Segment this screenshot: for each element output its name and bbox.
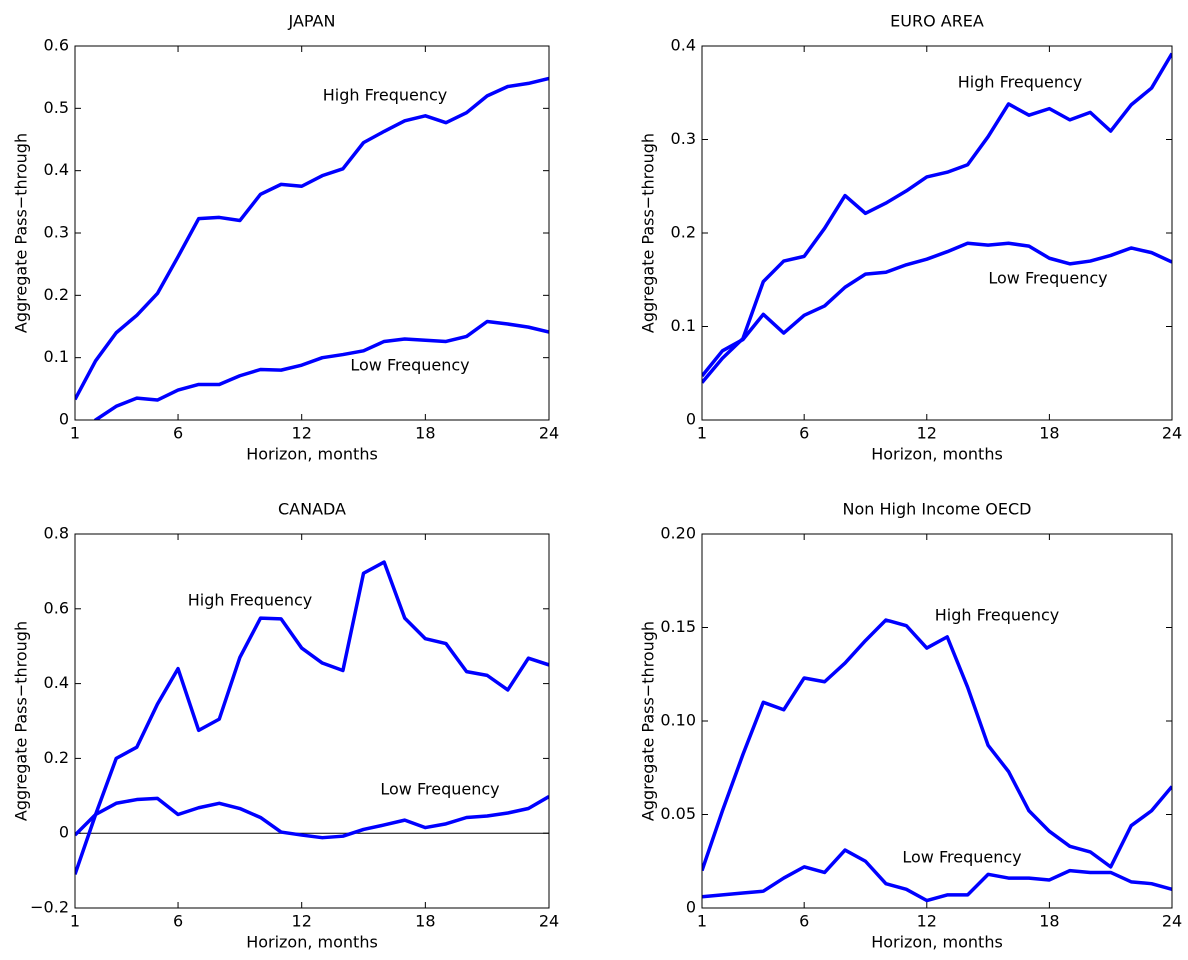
chart-title: EURO AREA bbox=[890, 12, 984, 31]
y-tick-label: 0 bbox=[59, 410, 69, 429]
series-line bbox=[702, 241, 1172, 378]
chart-title: Non High Income OECD bbox=[843, 500, 1032, 519]
y-tick-label: 0.15 bbox=[660, 617, 696, 636]
series-line bbox=[75, 795, 549, 840]
series-line bbox=[702, 618, 1172, 872]
x-tick-label: 1 bbox=[70, 424, 80, 443]
series-line bbox=[702, 52, 1172, 384]
x-tick-label: 12 bbox=[292, 424, 312, 443]
series-label: Low Frequency bbox=[988, 269, 1107, 288]
series-label: High Frequency bbox=[323, 86, 448, 105]
x-axis-label: Horizon, months bbox=[871, 445, 1003, 464]
y-axis-label: Aggregate Pass−through bbox=[12, 133, 31, 333]
y-tick-label: 0.3 bbox=[44, 223, 69, 242]
y-tick-label: 0 bbox=[686, 410, 696, 429]
x-tick-label: 18 bbox=[415, 912, 435, 931]
y-tick-label: 0 bbox=[686, 898, 696, 917]
series-line bbox=[702, 848, 1172, 903]
x-tick-label: 6 bbox=[799, 912, 809, 931]
series-line bbox=[93, 319, 549, 420]
chart-title: CANADA bbox=[278, 500, 346, 519]
y-tick-label: 0 bbox=[59, 823, 69, 842]
x-tick-label: 12 bbox=[292, 912, 312, 931]
x-tick-label: 6 bbox=[799, 424, 809, 443]
x-tick-label: 1 bbox=[697, 424, 707, 443]
x-tick-label: 18 bbox=[415, 424, 435, 443]
series-label: High Frequency bbox=[958, 73, 1083, 92]
y-tick-label: 0.2 bbox=[671, 223, 696, 242]
axes-frame bbox=[74, 533, 550, 909]
x-tick-label: 1 bbox=[70, 912, 80, 931]
x-tick-label: 18 bbox=[1039, 424, 1059, 443]
x-axis-label: Horizon, months bbox=[246, 933, 378, 952]
series-label: Low Frequency bbox=[380, 780, 499, 799]
y-tick-label: 0.5 bbox=[44, 98, 69, 117]
y-axis-label: Aggregate Pass−through bbox=[639, 133, 658, 333]
x-tick-label: 1 bbox=[697, 912, 707, 931]
y-tick-label: 0.1 bbox=[44, 347, 69, 366]
x-axis-label: Horizon, months bbox=[246, 445, 378, 464]
y-tick-label: 0.1 bbox=[671, 316, 696, 335]
y-tick-label: 0.6 bbox=[44, 598, 69, 617]
y-tick-label: 0.2 bbox=[44, 285, 69, 304]
series-label: Low Frequency bbox=[350, 356, 469, 375]
axes-frame bbox=[74, 45, 550, 421]
series-label: High Frequency bbox=[188, 591, 313, 610]
y-tick-label: 0.8 bbox=[44, 524, 69, 543]
axes-frame bbox=[701, 45, 1173, 421]
x-axis-label: Horizon, months bbox=[871, 933, 1003, 952]
x-tick-label: 24 bbox=[539, 424, 559, 443]
y-tick-label: 0.3 bbox=[671, 129, 696, 148]
x-tick-label: 6 bbox=[173, 912, 183, 931]
y-tick-label: 0.2 bbox=[44, 748, 69, 767]
y-tick-label: 0.6 bbox=[44, 36, 69, 55]
x-tick-label: 18 bbox=[1039, 912, 1059, 931]
x-tick-label: 12 bbox=[917, 912, 937, 931]
x-tick-label: 24 bbox=[539, 912, 559, 931]
y-tick-label: −0.2 bbox=[30, 898, 69, 917]
series-line bbox=[75, 560, 549, 875]
y-tick-label: 0.20 bbox=[660, 524, 696, 543]
series-line bbox=[75, 76, 549, 401]
y-tick-label: 0.4 bbox=[44, 160, 69, 179]
y-tick-label: 0.05 bbox=[660, 804, 696, 823]
y-tick-label: 0.4 bbox=[44, 673, 69, 692]
y-axis-label: Aggregate Pass−through bbox=[12, 621, 31, 821]
x-tick-label: 6 bbox=[173, 424, 183, 443]
axes-frame bbox=[701, 533, 1173, 909]
x-tick-label: 24 bbox=[1162, 424, 1182, 443]
x-tick-label: 12 bbox=[917, 424, 937, 443]
y-axis-label: Aggregate Pass−through bbox=[639, 621, 658, 821]
series-label: High Frequency bbox=[935, 606, 1060, 625]
y-tick-label: 0.10 bbox=[660, 711, 696, 730]
series-label: Low Frequency bbox=[902, 848, 1021, 867]
x-tick-label: 24 bbox=[1162, 912, 1182, 931]
chart-title: JAPAN bbox=[288, 12, 336, 31]
y-tick-label: 0.4 bbox=[671, 36, 696, 55]
